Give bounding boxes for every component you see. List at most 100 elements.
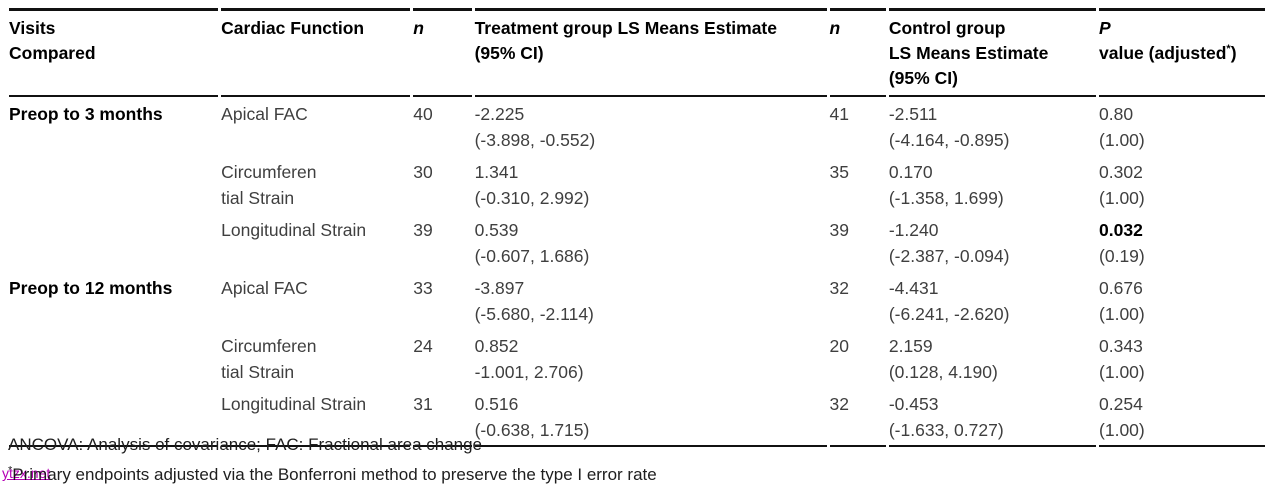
results-table: Visits Compared Cardiac Function n Treat… <box>6 8 1268 447</box>
n-treatment-value: 24 <box>413 336 433 356</box>
n-treatment-value: 39 <box>413 220 433 240</box>
estimate-value: -4.431 <box>888 278 939 298</box>
header-visits-line1: Visits <box>9 18 56 38</box>
p-adjusted-value: (1.00) <box>1099 188 1145 208</box>
cardiac-function-cell: Circumferen tial Strain <box>221 162 317 208</box>
footnote-asterisk: * <box>8 464 13 477</box>
ci-value: (-2.387, -0.094) <box>888 246 1010 266</box>
p-adjusted-value: (0.19) <box>1099 246 1145 266</box>
treatment-estimate-cell: -3.897 (-5.680, -2.114) <box>475 271 827 329</box>
ci-value: (-3.898, -0.552) <box>474 130 596 150</box>
p-adjusted-value: (1.00) <box>1099 130 1145 150</box>
header-n-control: n <box>829 8 886 97</box>
table-footnotes: ANCOVA: Analysis of covariance; FAC: Fra… <box>8 433 657 486</box>
ci-value: (0.128, 4.190) <box>888 362 998 382</box>
p-adjusted-value: (1.00) <box>1099 304 1145 324</box>
header-p-value: P value (adjusted*) <box>1099 8 1265 97</box>
p-value-significant: 0.032 <box>1099 220 1143 240</box>
treatment-estimate-cell: 0.516 (-0.638, 1.715) <box>474 387 827 447</box>
header-n-treatment-label: n <box>413 18 424 38</box>
p-value-cell: 0.254 (1.00) <box>1099 387 1265 447</box>
ci-value: (-1.633, 0.727) <box>888 420 1004 440</box>
header-cardiac-label: Cardiac Function <box>221 18 365 38</box>
estimate-value: 2.159 <box>888 336 933 356</box>
cardiac-function-cell: Circumferen tial Strain <box>221 336 317 382</box>
estimate-value: 0.539 <box>474 220 519 240</box>
table-row: Preop to 12 months Apical FAC 33 -3.897 … <box>9 271 1265 329</box>
header-cardiac-function: Cardiac Function <box>221 8 411 97</box>
control-estimate-cell: 2.159 (0.128, 4.190) <box>889 329 1096 387</box>
cardiac-function-cell: Longitudinal Strain <box>221 387 411 447</box>
n-control-value: 39 <box>829 220 850 240</box>
header-treatment-line2: (95% CI) <box>474 43 544 63</box>
table-header-row: Visits Compared Cardiac Function n Treat… <box>9 8 1265 97</box>
ci-value: (-0.638, 1.715) <box>474 420 590 440</box>
p-value-cell: 0.032 (0.19) <box>1099 213 1265 271</box>
p-adjusted-value: (1.00) <box>1099 362 1145 382</box>
table-row: Longitudinal Strain 31 0.516 (-0.638, 1.… <box>9 387 1265 447</box>
header-n-treatment: n <box>413 8 472 97</box>
header-visits-compared: Visits Compared <box>9 8 219 97</box>
p-value: 0.302 <box>1099 162 1143 182</box>
visits-label: Preop to 12 months <box>9 278 173 298</box>
p-value-cell: 0.343 (1.00) <box>1099 329 1265 387</box>
table-row: Longitudinal Strain 39 0.539 (-0.607, 1.… <box>9 213 1265 271</box>
n-treatment-value: 31 <box>413 387 472 447</box>
treatment-estimate-cell: 0.852 -1.001, 2.706) <box>475 329 827 387</box>
header-control-group: Control group LS Means Estimate (95% CI) <box>888 8 1097 97</box>
ci-value: (-6.241, -2.620) <box>888 304 1010 324</box>
n-control-value: 20 <box>829 336 850 356</box>
header-p-symbol: P <box>1099 18 1111 38</box>
n-control-value: 35 <box>829 162 850 182</box>
estimate-value: -2.225 <box>474 104 525 124</box>
table-row: Preop to 3 months Apical FAC 40 -2.225 (… <box>9 97 1265 155</box>
table-row: Circumferen tial Strain 24 0.852 -1.001, … <box>9 329 1265 387</box>
ci-value: (-0.310, 2.992) <box>474 188 590 208</box>
cardiac-function-cell: Apical FAC <box>221 278 308 298</box>
header-p-adjusted-line: value (adjusted*) <box>1099 43 1237 63</box>
p-value-cell: 0.302 (1.00) <box>1099 155 1265 213</box>
table-row: Circumferen tial Strain 30 1.341 (-0.310,… <box>9 155 1265 213</box>
estimate-value: -2.511 <box>888 104 938 124</box>
p-value-cell: 0.80 (1.00) <box>1099 97 1265 155</box>
cardiac-function-cell: Longitudinal Strain <box>221 220 367 240</box>
watermark-link: ytzx.net <box>2 465 51 481</box>
estimate-value: 0.852 <box>474 336 519 356</box>
n-treatment-value: 40 <box>413 104 433 124</box>
control-estimate-cell: -4.431 (-6.241, -2.620) <box>889 271 1096 329</box>
control-estimate-cell: -1.240 (-2.387, -0.094) <box>889 213 1096 271</box>
footnote-abbreviations: ANCOVA: Analysis of covariance; FAC: Fra… <box>8 435 483 454</box>
header-treatment-group: Treatment group LS Means Estimate (95% C… <box>474 8 827 97</box>
estimate-value: -0.453 <box>888 394 939 414</box>
header-treatment-line1: Treatment group LS Means Estimate <box>474 18 777 38</box>
p-value: 0.343 <box>1099 336 1143 356</box>
n-control-value: 41 <box>829 104 850 124</box>
header-asterisk: * <box>1226 43 1231 56</box>
estimate-value: -3.897 <box>474 278 525 298</box>
control-estimate-cell: -0.453 (-1.633, 0.727) <box>888 387 1097 447</box>
header-n-control-label: n <box>829 18 841 38</box>
n-treatment-value: 33 <box>413 278 433 298</box>
ci-value: (-4.164, -0.895) <box>888 130 1010 150</box>
estimate-value: 1.341 <box>474 162 519 182</box>
p-value-cell: 0.676 (1.00) <box>1099 271 1265 329</box>
header-control-line2: LS Means Estimate <box>888 43 1049 63</box>
estimate-value: 0.516 <box>474 394 519 414</box>
ci-value: (-5.680, -2.114) <box>474 304 594 324</box>
header-control-line3: (95% CI) <box>888 68 958 88</box>
p-value: 0.676 <box>1099 278 1143 298</box>
control-estimate-cell: 0.170 (-1.358, 1.699) <box>889 155 1096 213</box>
p-value: 0.80 <box>1099 104 1134 124</box>
p-value: 0.254 <box>1099 394 1143 414</box>
visits-label: Preop to 3 months <box>9 104 163 124</box>
treatment-estimate-cell: 0.539 (-0.607, 1.686) <box>475 213 827 271</box>
estimate-value: 0.170 <box>888 162 933 182</box>
ci-value: (-0.607, 1.686) <box>474 246 590 266</box>
estimate-value: -1.240 <box>888 220 939 240</box>
control-estimate-cell: -2.511 (-4.164, -0.895) <box>889 97 1096 155</box>
n-control-value: 32 <box>829 387 886 447</box>
ci-value: -1.001, 2.706) <box>474 362 584 382</box>
ci-value: (-1.358, 1.699) <box>888 188 1004 208</box>
header-control-line1: Control group <box>888 18 1006 38</box>
